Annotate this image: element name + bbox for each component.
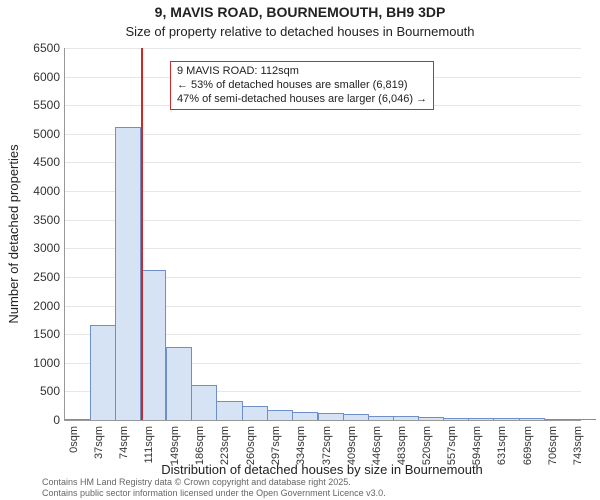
y-tick-label: 1500: [20, 327, 60, 341]
histogram-bar: [468, 418, 494, 420]
y-tick-label: 3500: [20, 213, 60, 227]
histogram-bar: [393, 416, 419, 420]
y-tick-label: 2500: [20, 270, 60, 284]
y-tick-label: 5000: [20, 127, 60, 141]
x-tick-label: 706sqm: [547, 426, 559, 465]
x-tick-label: 186sqm: [194, 426, 206, 465]
x-tick-label: 594sqm: [471, 426, 483, 465]
histogram-bar: [318, 413, 344, 420]
histogram-bar: [242, 406, 268, 420]
x-tick-label: 483sqm: [396, 426, 408, 465]
x-tick-label: 37sqm: [93, 426, 105, 459]
x-tick-label: 0sqm: [68, 426, 80, 453]
y-tick-label: 2000: [20, 299, 60, 313]
property-marker-line: [141, 48, 143, 420]
x-tick-label: 149sqm: [169, 426, 181, 465]
histogram-bar: [65, 419, 91, 420]
footer-attribution: Contains HM Land Registry data © Crown c…: [42, 477, 386, 498]
x-tick-label: 631sqm: [496, 426, 508, 465]
x-tick-label: 334sqm: [295, 426, 307, 465]
x-tick-label: 409sqm: [346, 426, 358, 465]
histogram-bar: [115, 127, 141, 420]
x-tick-label: 372sqm: [321, 426, 333, 465]
x-tick-label: 743sqm: [572, 426, 584, 465]
chart-container: { "title": "9, MAVIS ROAD, BOURNEMOUTH, …: [0, 0, 600, 500]
x-tick-label: 297sqm: [270, 426, 282, 465]
y-tick-label: 0: [20, 413, 60, 427]
x-tick-label: 520sqm: [421, 426, 433, 465]
histogram-bar: [569, 419, 595, 420]
plot-area: 9 MAVIS ROAD: 112sqm ← 53% of detached h…: [64, 48, 581, 421]
x-tick-label: 669sqm: [522, 426, 534, 465]
y-tick-label: 4500: [20, 155, 60, 169]
histogram-bar: [166, 347, 192, 420]
histogram-bar: [443, 418, 469, 420]
chart-subtitle: Size of property relative to detached ho…: [0, 24, 600, 39]
histogram-bar: [519, 418, 545, 420]
x-tick-label: 557sqm: [446, 426, 458, 465]
footer-line-1: Contains HM Land Registry data © Crown c…: [42, 477, 386, 487]
callout-line-1: 9 MAVIS ROAD: 112sqm: [177, 65, 427, 79]
y-axis-label: Number of detached properties: [6, 55, 21, 234]
histogram-bar: [292, 412, 318, 420]
chart-title: 9, MAVIS ROAD, BOURNEMOUTH, BH9 3DP: [0, 4, 600, 20]
x-tick-label: 111sqm: [143, 426, 155, 464]
callout-line-3: 47% of semi-detached houses are larger (…: [177, 93, 427, 107]
histogram-bar: [493, 418, 519, 420]
histogram-bar: [216, 401, 242, 420]
histogram-bar: [418, 417, 444, 420]
y-tick-label: 1000: [20, 356, 60, 370]
callout-line-2: ← 53% of detached houses are smaller (6,…: [177, 79, 427, 93]
y-tick-label: 4000: [20, 184, 60, 198]
y-tick-label: 3000: [20, 241, 60, 255]
histogram-bar: [140, 270, 166, 420]
x-tick-label: 223sqm: [219, 426, 231, 465]
histogram-bar: [267, 410, 293, 420]
histogram-bar: [544, 419, 570, 420]
x-tick-label: 260sqm: [245, 426, 257, 465]
histogram-bar: [343, 414, 369, 420]
y-tick-label: 5500: [20, 98, 60, 112]
x-tick-label: 74sqm: [118, 426, 130, 459]
property-callout: 9 MAVIS ROAD: 112sqm ← 53% of detached h…: [170, 61, 434, 110]
histogram-bar: [191, 385, 217, 420]
histogram-bar: [90, 325, 116, 420]
footer-line-2: Contains public sector information licen…: [42, 488, 386, 498]
y-tick-label: 6500: [20, 41, 60, 55]
x-tick-label: 446sqm: [371, 426, 383, 465]
y-tick-label: 500: [20, 384, 60, 398]
y-tick-label: 6000: [20, 70, 60, 84]
histogram-bar: [368, 416, 394, 420]
